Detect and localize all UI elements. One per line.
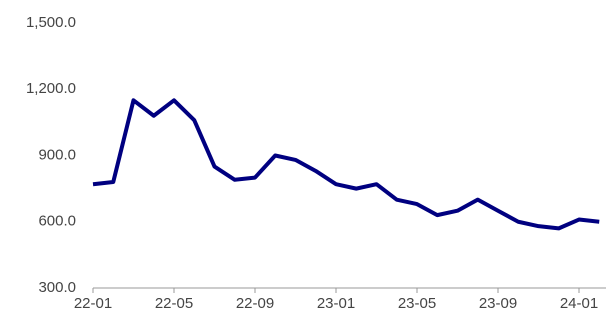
line [92, 98, 600, 231]
x-tick-label: 22-01 [74, 295, 112, 312]
x-tick-label: 22-05 [155, 295, 193, 312]
y-tick-label: 900.0 [38, 146, 76, 163]
x-tick-label: 22-09 [236, 295, 274, 312]
y-tick-label: 1,200.0 [26, 80, 76, 97]
y-tick-label: 300.0 [38, 279, 76, 296]
y-tick-label: 1,500.0 [26, 14, 76, 31]
x-tick-label: 24-01 [560, 295, 598, 312]
y-tick-label: 600.0 [38, 213, 76, 230]
x-tick-label: 23-01 [317, 295, 355, 312]
x-tick-label: 23-05 [398, 295, 436, 312]
x-tick-label: 23-09 [479, 295, 517, 312]
